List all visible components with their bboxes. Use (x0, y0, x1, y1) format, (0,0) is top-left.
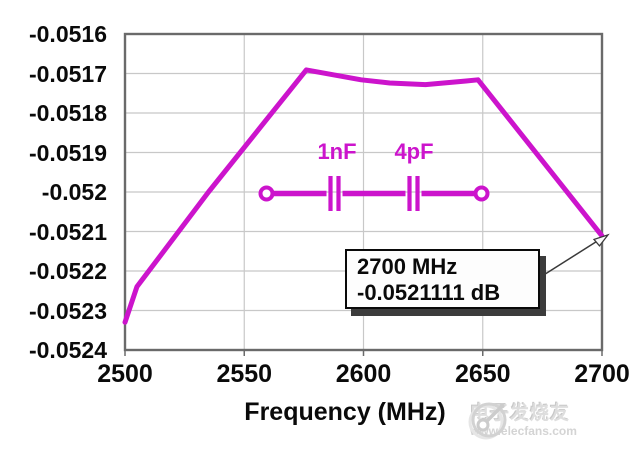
x-axis-title: Frequency (MHz) (244, 398, 446, 426)
port-terminal-circle (473, 185, 490, 202)
y-tick-label: -0.0517 (28, 60, 107, 87)
callout-frequency: 2700 MHz (357, 254, 458, 279)
callout-value: -0.0521111 dB (357, 280, 501, 305)
y-tick-label: -0.0521 (28, 218, 107, 245)
y-tick-label: -0.0522 (28, 258, 107, 284)
y-tick-label: -0.0516 (28, 21, 107, 47)
y-tick-label: -0.0518 (28, 100, 107, 126)
port-terminal-circle (258, 185, 275, 202)
watermark: 电子发烧友 www.elecfans.com (466, 394, 640, 448)
x-tick-label: 2550 (216, 360, 273, 388)
capacitor-1-label: 1nF (317, 139, 357, 164)
x-tick-label: 2700 (574, 360, 630, 388)
series-line (122, 67, 605, 325)
y-tick-label: -0.052 (41, 179, 107, 205)
marker-callout-box: 2700 MHz -0.0521111 dB (345, 249, 540, 309)
x-tick-label: 2500 (97, 360, 153, 388)
x-tick-label: 2600 (335, 360, 392, 388)
y-tick-label: -0.0524 (28, 337, 107, 363)
y-tick-label: -0.0523 (28, 297, 107, 324)
callout-leader-line (530, 241, 597, 284)
x-tick-label: 2650 (454, 360, 511, 388)
watermark-logo-icon (468, 402, 507, 440)
capacitor-2-label: 4pF (394, 139, 434, 164)
y-tick-label: -0.0519 (28, 139, 107, 166)
arrowhead-icon (592, 233, 610, 247)
plot-border (123, 32, 604, 352)
